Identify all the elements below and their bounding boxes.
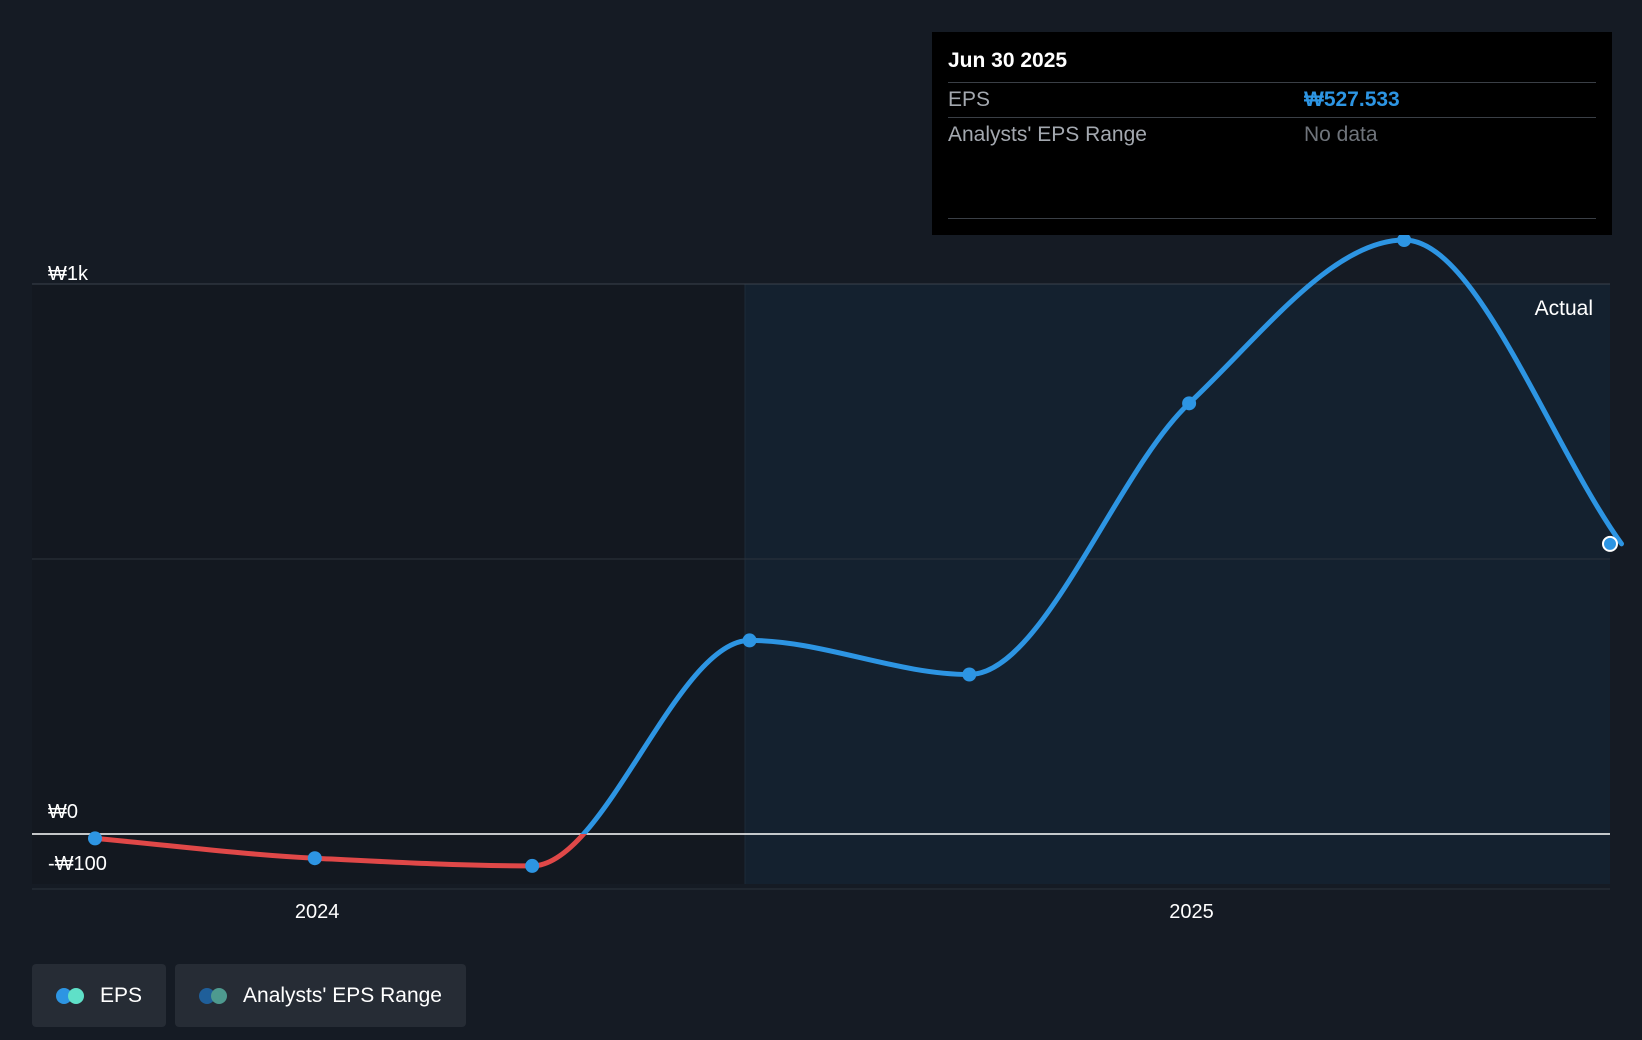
x-axis-tick-labels: 2024 2025 <box>295 901 1214 923</box>
actual-region <box>745 284 1610 884</box>
eps-point-highlighted[interactable] <box>1602 535 1618 552</box>
eps-points <box>88 233 1618 873</box>
tooltip-date: Jun 30 2025 <box>948 49 1068 72</box>
x-tick-label: 2025 <box>1169 901 1214 923</box>
y-tick-label: ₩0 <box>48 801 78 823</box>
eps-legend-icon <box>56 987 86 1004</box>
eps-point[interactable] <box>742 633 757 648</box>
range-legend-icon <box>199 987 229 1004</box>
tooltip: Jun 30 2025 EPS ₩527.533 Analysts' EPS R… <box>932 32 1612 235</box>
y-tick-label: ₩1k <box>48 263 89 285</box>
eps-point[interactable] <box>962 667 977 682</box>
tooltip-range-label: Analysts' EPS Range <box>948 123 1147 146</box>
actual-region-label: Actual <box>1535 297 1593 320</box>
eps-point[interactable] <box>307 851 322 866</box>
eps-point[interactable] <box>1182 396 1197 411</box>
eps-point[interactable] <box>1397 233 1412 247</box>
tooltip-eps-label: EPS <box>948 88 991 111</box>
legend-eps-label: EPS <box>100 983 143 1007</box>
tooltip-row-eps: EPS ₩527.533 <box>948 82 1596 117</box>
past-region <box>32 284 745 884</box>
legend-item-analysts-range[interactable]: Analysts' EPS Range <box>175 964 466 1027</box>
tooltip-range-value: No data <box>1304 123 1378 146</box>
eps-point[interactable] <box>88 831 102 846</box>
y-axis-tick-labels: ₩1k ₩0 -₩100 <box>48 263 107 875</box>
tooltip-divider <box>948 218 1596 219</box>
gridlines <box>32 283 1610 890</box>
x-tick-label: 2024 <box>295 901 340 923</box>
tooltip-eps-value: ₩527.533 <box>1304 88 1400 111</box>
legend: EPS Analysts' EPS Range <box>32 964 466 1027</box>
eps-point[interactable] <box>525 858 540 873</box>
eps-line-negative <box>92 834 587 869</box>
tooltip-row-range: Analysts' EPS Range No data <box>948 117 1596 152</box>
legend-range-label: Analysts' EPS Range <box>243 983 442 1007</box>
legend-item-eps[interactable]: EPS <box>32 964 167 1027</box>
y-tick-label: -₩100 <box>48 853 107 875</box>
